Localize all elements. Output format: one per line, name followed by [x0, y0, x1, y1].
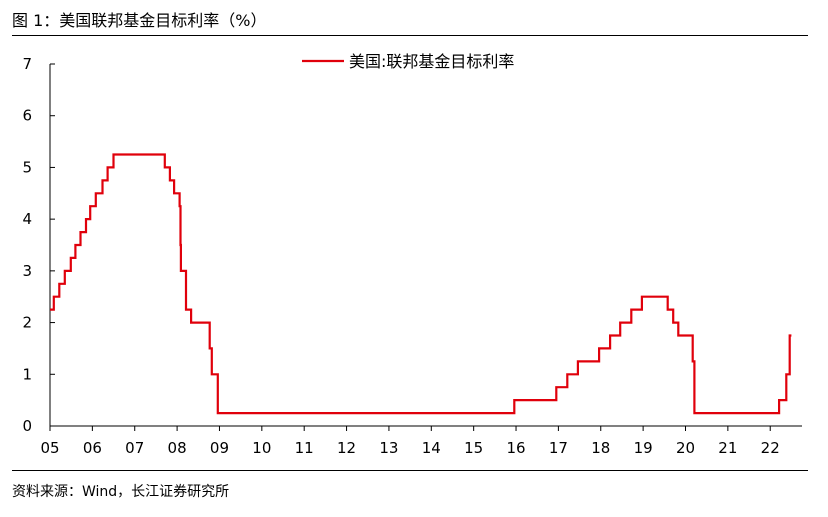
source-note: 资料来源：Wind，长江证券研究所	[12, 484, 230, 500]
y-tick-label-6: 6	[22, 107, 32, 125]
x-tick-label-13: 13	[379, 439, 398, 457]
x-tick-label-12: 12	[337, 439, 356, 457]
bottom-rule	[12, 470, 808, 471]
figure-title: 图 1：美国联邦基金目标利率（%）	[12, 11, 267, 30]
legend-label-0: 美国:联邦基金目标利率	[349, 52, 514, 71]
x-tick-label-15: 15	[464, 439, 483, 457]
y-tick-label-2: 2	[22, 314, 32, 332]
x-tick-label-18: 18	[591, 439, 610, 457]
y-tick-label-5: 5	[22, 158, 32, 176]
x-tick-label-17: 17	[549, 439, 568, 457]
x-tick-label-05: 05	[40, 439, 59, 457]
x-tick-label-08: 08	[168, 439, 187, 457]
x-tick-label-07: 07	[125, 439, 144, 457]
y-tick-label-7: 7	[22, 55, 32, 73]
x-tick-label-06: 06	[83, 439, 102, 457]
series-line-0	[50, 153, 792, 415]
y-tick-label-0: 0	[22, 417, 32, 435]
y-tick-label-1: 1	[22, 365, 32, 383]
y-tick-label-3: 3	[22, 262, 32, 280]
top-rule	[12, 35, 808, 36]
x-tick-label-14: 14	[422, 439, 441, 457]
x-tick-label-22: 22	[761, 439, 780, 457]
x-tick-label-11: 11	[295, 439, 314, 457]
x-tick-label-20: 20	[676, 439, 695, 457]
x-tick-label-21: 21	[718, 439, 737, 457]
y-tick-label-4: 4	[22, 210, 32, 228]
x-tick-label-09: 09	[210, 439, 229, 457]
x-tick-label-19: 19	[634, 439, 653, 457]
x-tick-label-16: 16	[506, 439, 525, 457]
x-tick-label-10: 10	[252, 439, 271, 457]
